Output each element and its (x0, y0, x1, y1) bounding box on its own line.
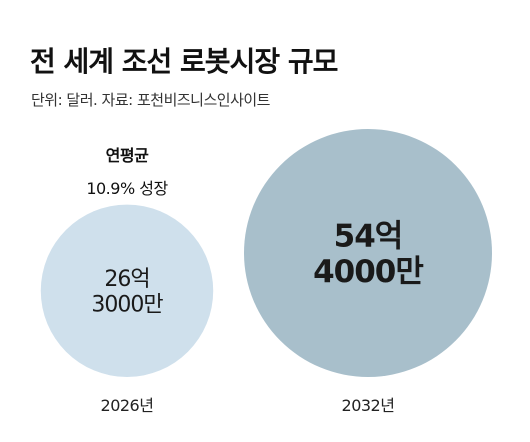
data-label-0-1: 3000만 (91, 292, 163, 317)
chart-subtitle: 단위: 달러. 자료: 포천비즈니스인사이트 (31, 91, 270, 109)
category-label-0: 2026년 (101, 396, 154, 415)
chart-title: 전 세계 조선 로봇시장 규모 (30, 45, 338, 78)
bubble-large (244, 129, 492, 377)
growth-note-label: 연평균 (105, 146, 149, 165)
category-label-1: 2032년 (342, 396, 395, 415)
data-label-1-0: 54억 (334, 218, 403, 254)
bubble-small (40, 204, 214, 377)
data-label-1-1: 4000만 (313, 254, 423, 290)
growth-note-rate: 10.9% 성장 (86, 179, 168, 198)
data-label-0-0: 26억 (104, 267, 149, 292)
